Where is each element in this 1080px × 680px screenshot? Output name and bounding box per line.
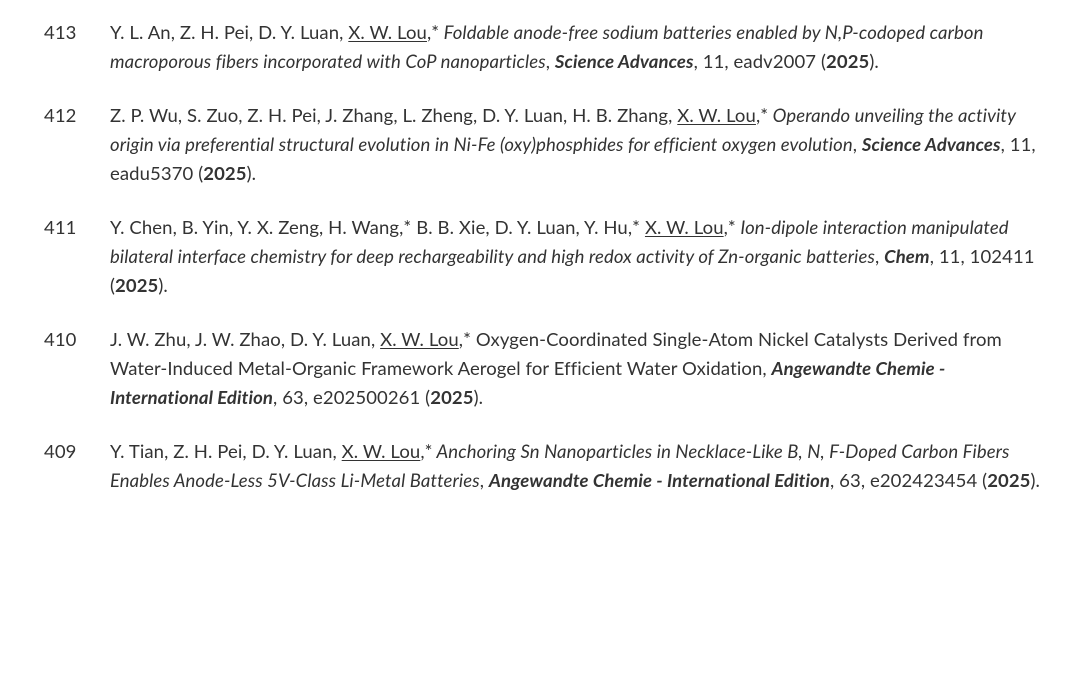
separator: , — [724, 50, 733, 72]
separator: , — [1031, 133, 1035, 155]
separator: ). — [1031, 469, 1041, 491]
separator: ). — [247, 162, 257, 184]
volume: 11 — [939, 245, 961, 267]
separator: , — [961, 245, 970, 267]
authors-post: ,* — [427, 21, 439, 43]
journal-name: Science Advances — [555, 50, 694, 72]
publication-item: 411Y. Chen, B. Yin, Y. X. Zeng, H. Wang,… — [38, 213, 1042, 299]
separator: , — [830, 469, 839, 491]
separator: , — [304, 386, 313, 408]
publication-page: 413Y. L. An, Z. H. Pei, D. Y. Luan, X. W… — [0, 0, 1080, 680]
authors-pre: Z. P. Wu, S. Zuo, Z. H. Pei, J. Zhang, L… — [110, 104, 677, 126]
separator: ). — [158, 274, 168, 296]
separator: , — [1001, 133, 1010, 155]
publication-body: Y. L. An, Z. H. Pei, D. Y. Luan, X. W. L… — [110, 18, 1042, 75]
separator: , — [853, 133, 862, 155]
separator: , — [546, 50, 555, 72]
underlined-author: X. W. Lou — [645, 216, 724, 238]
separator: , — [694, 50, 703, 72]
publication-item: 410J. W. Zhu, J. W. Zhao, D. Y. Luan, X.… — [38, 325, 1042, 411]
separator: ( — [977, 469, 987, 491]
separator: ). — [869, 50, 879, 72]
publication-body: Y. Chen, B. Yin, Y. X. Zeng, H. Wang,* B… — [110, 213, 1042, 299]
underlined-author: X. W. Lou — [677, 104, 756, 126]
authors-pre: Y. Tian, Z. H. Pei, D. Y. Luan, — [110, 440, 342, 462]
separator: ( — [420, 386, 430, 408]
separator: , — [480, 469, 489, 491]
journal-name: Angewandte Chemie - International Editio… — [489, 469, 830, 491]
underlined-author: X. W. Lou — [380, 328, 459, 350]
authors-post: ,* — [420, 440, 432, 462]
publication-number: 412 — [38, 101, 110, 130]
year: 2025 — [430, 386, 473, 408]
underlined-author: X. W. Lou — [342, 440, 421, 462]
publication-number: 409 — [38, 437, 110, 466]
journal-name: Chem — [884, 245, 930, 267]
year: 2025 — [115, 274, 158, 296]
year: 2025 — [203, 162, 246, 184]
publication-body: J. W. Zhu, J. W. Zhao, D. Y. Luan, X. W.… — [110, 325, 1042, 411]
publication-number: 411 — [38, 213, 110, 242]
publication-body: Z. P. Wu, S. Zuo, Z. H. Pei, J. Zhang, L… — [110, 101, 1042, 187]
journal-name: Science Advances — [862, 133, 1001, 155]
publication-item: 412Z. P. Wu, S. Zuo, Z. H. Pei, J. Zhang… — [38, 101, 1042, 187]
article-id: eadv2007 — [734, 50, 817, 72]
article-id: e202500261 — [313, 386, 420, 408]
volume: 11 — [1010, 133, 1032, 155]
separator: , — [930, 245, 939, 267]
volume: 63 — [839, 469, 861, 491]
separator: , — [273, 386, 282, 408]
publication-number: 413 — [38, 18, 110, 47]
authors-post: ,* — [756, 104, 768, 126]
separator: , — [762, 357, 771, 379]
publication-item: 409Y. Tian, Z. H. Pei, D. Y. Luan, X. W.… — [38, 437, 1042, 494]
separator: ( — [816, 50, 826, 72]
separator: ( — [193, 162, 203, 184]
underlined-author: X. W. Lou — [348, 21, 427, 43]
authors-pre: Y. Chen, B. Yin, Y. X. Zeng, H. Wang,* B… — [110, 216, 645, 238]
publication-body: Y. Tian, Z. H. Pei, D. Y. Luan, X. W. Lo… — [110, 437, 1042, 494]
year: 2025 — [826, 50, 869, 72]
separator: ). — [474, 386, 484, 408]
article-id: eadu5370 — [110, 162, 193, 184]
separator: , — [861, 469, 870, 491]
authors-pre: Y. L. An, Z. H. Pei, D. Y. Luan, — [110, 21, 348, 43]
publication-number: 410 — [38, 325, 110, 354]
volume: 63 — [282, 386, 304, 408]
publication-list: 413Y. L. An, Z. H. Pei, D. Y. Luan, X. W… — [38, 18, 1042, 495]
article-id: 102411 — [970, 245, 1035, 267]
volume: 11 — [703, 50, 725, 72]
separator: , — [875, 245, 884, 267]
authors-post: ,* — [724, 216, 736, 238]
article-id: e202423454 — [870, 469, 977, 491]
authors-pre: J. W. Zhu, J. W. Zhao, D. Y. Luan, — [110, 328, 380, 350]
publication-item: 413Y. L. An, Z. H. Pei, D. Y. Luan, X. W… — [38, 18, 1042, 75]
authors-post: ,* — [459, 328, 471, 350]
year: 2025 — [987, 469, 1030, 491]
